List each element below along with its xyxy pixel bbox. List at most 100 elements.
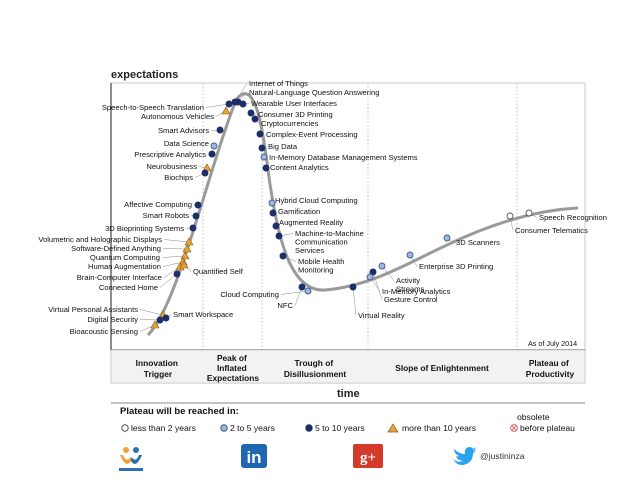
tech-activity-streams: Activity Streams xyxy=(378,262,424,294)
5-to-10-years-marker xyxy=(298,283,306,291)
more-than-10-years-marker xyxy=(179,260,189,269)
y-axis-label: expectations xyxy=(111,69,178,81)
phase-peak-line2: Inflated xyxy=(217,363,247,373)
tech-in-memory-analytics: In-Memory Analytics xyxy=(366,273,451,296)
leader-line xyxy=(205,103,230,108)
leader-line xyxy=(162,261,184,267)
2-to-5-years-marker xyxy=(406,251,414,259)
workplace-logo-icon[interactable] xyxy=(119,447,143,471)
5-to-10-years-marker xyxy=(162,314,170,322)
tech-affective-computing: Affective Computing xyxy=(124,200,202,209)
tech-neurobusiness: Neurobusiness xyxy=(146,162,212,172)
tech-biochips: Biochips xyxy=(164,169,209,182)
legend-obsolete-label-bottom: before plateau xyxy=(520,423,575,433)
tech-label: Natural-Language Question Answering xyxy=(249,88,379,97)
x-axis-label: time xyxy=(337,388,360,400)
hype-curve xyxy=(146,92,579,337)
tech-label: Volumetric and Holographic Displays xyxy=(38,235,162,244)
legend-less2-label: less than 2 years xyxy=(131,423,196,433)
leader-line xyxy=(161,255,186,258)
more-than-10-years-marker xyxy=(184,237,194,246)
tech-gesture-control: Gesture Control xyxy=(369,268,438,304)
more-than-10-years-marker xyxy=(150,320,160,329)
tech-consumer-3d-printing: Consumer 3D Printing xyxy=(247,109,333,119)
tech-label-line: Machine-to-Machine xyxy=(295,229,364,238)
tech-virtual-reality: Virtual Reality xyxy=(349,283,405,320)
tech-3d-scanners: 3D Scanners xyxy=(443,234,500,247)
tech-quantum-computing: Quantum Computing xyxy=(90,251,190,262)
legend-more10-marker xyxy=(387,423,399,433)
tech-label: Machine-to-Machine Communication Services xyxy=(295,229,364,255)
5-to-10-years-marker xyxy=(251,115,259,123)
tech-software-defined-anything: Software-Defined Anything xyxy=(71,244,192,253)
google-plus-glyph: g+ xyxy=(360,450,376,466)
tech-wearable-user-interfaces: Wearable User Interfaces xyxy=(239,99,337,108)
tech-label: Quantum Computing xyxy=(90,253,160,262)
leader-line xyxy=(280,290,309,295)
linkedin-glyph: in xyxy=(246,448,261,467)
tech-complex-event-processing: Complex-Event Processing xyxy=(256,130,358,139)
more-than-10-years-marker xyxy=(221,106,231,115)
legend-5-10-label: 5 to 10 years xyxy=(315,423,365,433)
5-to-10-years-marker xyxy=(269,209,277,217)
tech-label: Data Science xyxy=(164,139,209,148)
leader-line xyxy=(139,309,164,316)
leader-line xyxy=(159,273,178,288)
tech-hybrid-cloud-computing: Hybrid Cloud Computing xyxy=(268,196,358,207)
tech-label: Neurobusiness xyxy=(146,162,197,171)
phase-slope-line1: Slope of Enlightenment xyxy=(395,363,489,373)
tech-label: Smart Workspace xyxy=(173,310,233,319)
twitter-handle[interactable]: @justininza xyxy=(480,451,525,461)
5-to-10-years-marker xyxy=(173,270,181,278)
tech-smart-advisors: Smart Advisors xyxy=(158,126,224,135)
tech-volumetric-and-holographic-displays: Volumetric and Holographic Displays xyxy=(38,235,194,246)
tech-label: Complex-Event Processing xyxy=(266,130,358,139)
tech-3d-bioprinting-systems: 3D Bioprinting Systems xyxy=(105,224,197,233)
tech-label: Biochips xyxy=(164,173,193,182)
legend-5-10-marker xyxy=(305,424,313,432)
tech-label: Digital Security xyxy=(87,315,138,324)
5-to-10-years-marker xyxy=(349,283,357,291)
tech-label-line: Services xyxy=(295,246,324,255)
5-to-10-years-marker xyxy=(194,201,202,209)
tech-nfc: NFC xyxy=(277,283,306,310)
tech-smart-workspace: Smart Workspace xyxy=(162,310,233,322)
tech-label: Quantified Self xyxy=(193,267,244,276)
2-to-5-years-marker xyxy=(366,273,374,281)
legend: Plateau will be reached in: less than 2 … xyxy=(111,402,585,433)
leader-line xyxy=(352,286,357,316)
less-than-2-years-marker xyxy=(525,209,533,217)
5-to-10-years-marker xyxy=(201,169,209,177)
phase-trough: Trough of Disillusionment xyxy=(284,358,347,379)
tech-label: In-Memory Analytics xyxy=(382,287,451,296)
tech-data-science: Data Science xyxy=(164,139,218,150)
less-than-2-years-marker xyxy=(506,212,514,220)
5-to-10-years-marker xyxy=(256,130,264,138)
tech-speech-to-speech-translation: Speech-to-Speech Translation xyxy=(102,100,233,112)
5-to-10-years-marker xyxy=(192,212,200,220)
linkedin-icon[interactable]: in xyxy=(241,444,267,468)
phase-trough-line1: Trough of xyxy=(295,358,334,368)
tech-natural-language-question-answering: Natural-Language Question Answering xyxy=(234,88,379,106)
tech-speech-recognition: Speech Recognition xyxy=(525,209,607,222)
phase-peak-line3: Expectations xyxy=(207,373,259,383)
phase-labels: Innovation Trigger Peak of Inflated Expe… xyxy=(136,353,575,383)
tech-label: Enterprise 3D Printing xyxy=(419,262,493,271)
tech-label: 3D Scanners xyxy=(456,238,500,247)
tech-label: Wearable User Interfaces xyxy=(251,99,337,108)
tech-label: Software-Defined Anything xyxy=(71,244,161,253)
google-plus-icon[interactable]: g+ xyxy=(353,444,383,468)
2-to-5-years-marker xyxy=(268,199,276,207)
legend-2-5-marker xyxy=(220,424,228,432)
5-to-10-years-marker xyxy=(275,232,283,240)
tech-label: Mobile Health Monitoring xyxy=(298,257,344,275)
legend-obsolete-cross-b xyxy=(511,425,517,431)
twitter-icon[interactable] xyxy=(453,447,476,466)
legend-less2-marker xyxy=(121,424,129,432)
phase-plateau: Plateau of Productivity xyxy=(526,358,575,379)
5-to-10-years-marker xyxy=(216,126,224,134)
as-of-note: As of July 2014 xyxy=(528,339,577,348)
phase-slope: Slope of Enlightenment xyxy=(395,363,489,373)
